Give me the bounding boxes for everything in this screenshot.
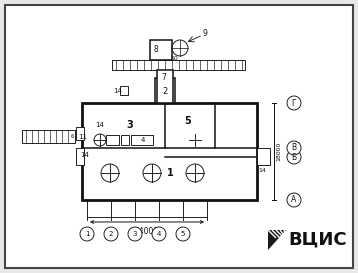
Bar — [76, 148, 84, 165]
Text: 6: 6 — [70, 133, 74, 138]
Text: 1: 1 — [166, 168, 173, 178]
Circle shape — [287, 193, 301, 207]
Text: 8: 8 — [154, 46, 158, 55]
Text: Г: Г — [292, 99, 296, 108]
Text: 5: 5 — [185, 115, 192, 126]
Text: 4: 4 — [141, 137, 145, 143]
Circle shape — [128, 227, 142, 241]
Circle shape — [176, 227, 190, 241]
Circle shape — [152, 227, 166, 241]
Bar — [120, 86, 128, 95]
Bar — [82, 103, 257, 200]
Text: 1: 1 — [85, 231, 89, 237]
Bar — [257, 148, 270, 165]
Text: 11: 11 — [78, 134, 87, 140]
Bar — [106, 135, 119, 145]
Text: 14: 14 — [113, 88, 122, 94]
Text: 24000: 24000 — [135, 227, 159, 236]
Circle shape — [287, 150, 301, 164]
Text: 10: 10 — [170, 57, 178, 61]
Bar — [157, 70, 173, 103]
Bar — [131, 135, 153, 145]
Text: 14: 14 — [81, 152, 90, 158]
Text: 14: 14 — [96, 122, 105, 128]
Text: 3: 3 — [127, 120, 134, 130]
Text: 3: 3 — [133, 231, 137, 237]
Bar — [150, 40, 172, 60]
Polygon shape — [268, 230, 286, 250]
Bar — [76, 127, 84, 140]
Text: ВЦИС: ВЦИС — [288, 231, 347, 249]
Text: А: А — [291, 195, 297, 204]
Text: 2: 2 — [163, 87, 168, 96]
Bar — [22, 130, 75, 143]
Circle shape — [287, 96, 301, 110]
Text: 7: 7 — [161, 73, 166, 82]
Bar — [112, 60, 245, 70]
Bar — [155, 78, 175, 103]
Circle shape — [287, 141, 301, 155]
Text: Б: Б — [291, 153, 296, 162]
Text: 4: 4 — [157, 231, 161, 237]
Circle shape — [80, 227, 94, 241]
Text: 2: 2 — [109, 231, 113, 237]
Bar — [121, 135, 129, 145]
Text: 5: 5 — [181, 231, 185, 237]
Circle shape — [104, 227, 118, 241]
Text: 9: 9 — [203, 28, 207, 37]
Text: В: В — [291, 144, 296, 153]
Text: 14: 14 — [258, 168, 266, 173]
Text: 18000: 18000 — [276, 142, 281, 161]
